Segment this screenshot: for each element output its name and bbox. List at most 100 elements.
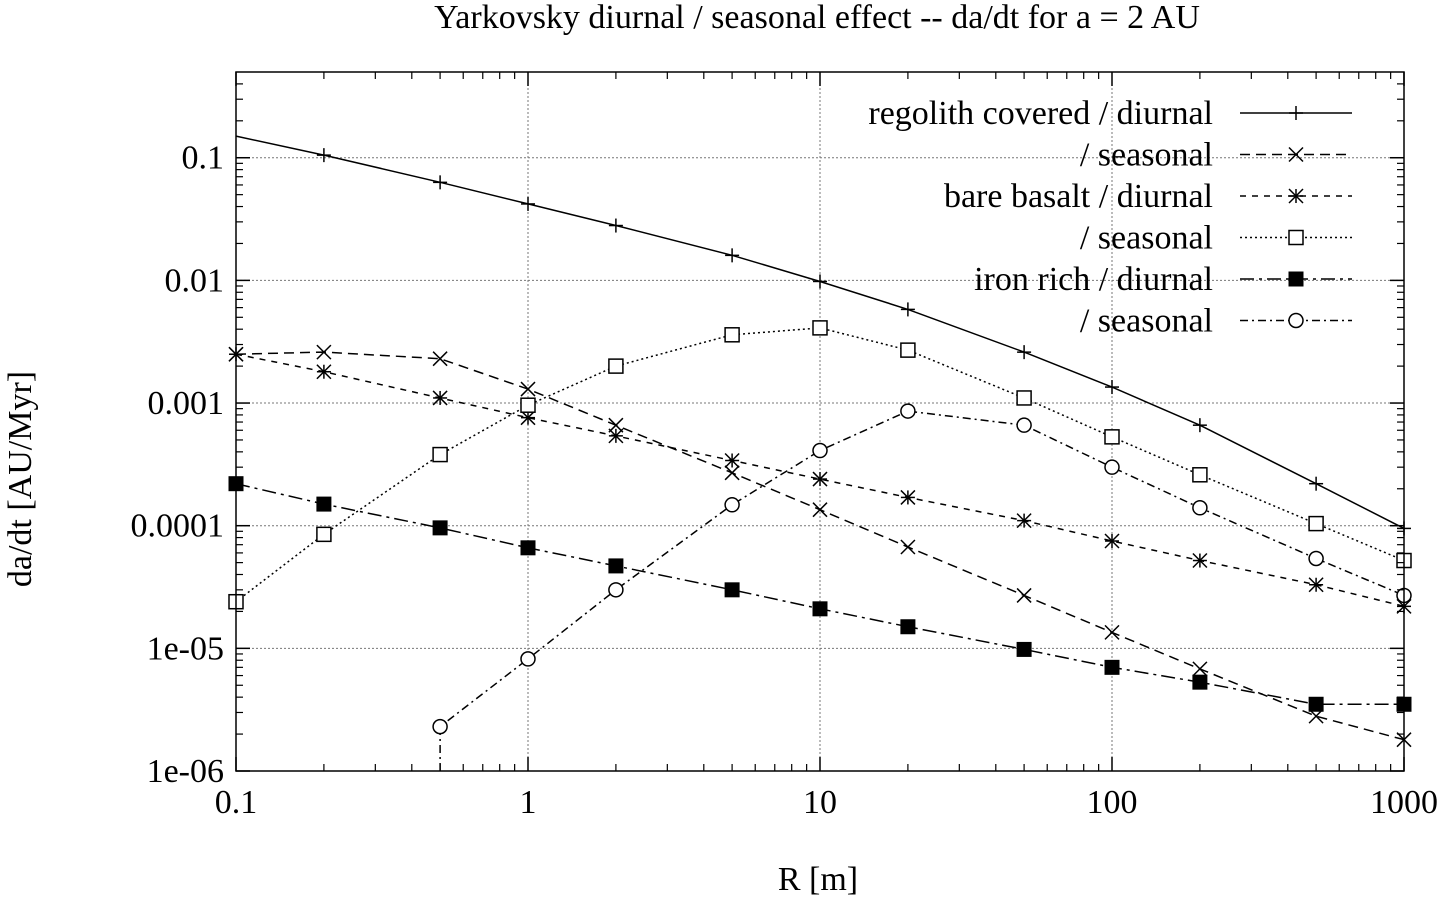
data-point bbox=[432, 446, 448, 463]
legend-item: / seasonal bbox=[1080, 303, 1352, 340]
y-tick-label: 0.1 bbox=[182, 140, 225, 177]
data-point bbox=[520, 651, 536, 667]
legend: regolith covered / diurnal / seasonal bare… bbox=[868, 95, 1352, 340]
data-point bbox=[432, 390, 448, 406]
data-point bbox=[520, 540, 536, 556]
legend-marker bbox=[1288, 146, 1304, 163]
legend-marker bbox=[1288, 188, 1304, 204]
data-point bbox=[1192, 674, 1208, 690]
data-point bbox=[1192, 418, 1207, 433]
data-point bbox=[316, 526, 332, 543]
data-point bbox=[1016, 587, 1032, 603]
data-point bbox=[608, 428, 624, 444]
series-5 bbox=[432, 403, 1412, 771]
legend-item: / seasonal bbox=[1080, 220, 1352, 257]
data-point bbox=[520, 381, 536, 397]
data-point bbox=[316, 148, 331, 163]
data-point bbox=[1308, 515, 1324, 532]
data-point bbox=[812, 471, 828, 487]
legend-marker bbox=[1288, 229, 1304, 246]
data-point bbox=[316, 364, 332, 380]
data-point bbox=[1308, 550, 1324, 567]
data-point bbox=[812, 601, 828, 617]
series-1 bbox=[228, 344, 1412, 748]
data-point bbox=[432, 351, 448, 367]
y-tick-label: 0.0001 bbox=[131, 508, 225, 545]
data-point bbox=[1016, 390, 1032, 406]
x-tick-label: 1 bbox=[520, 784, 537, 821]
data-point bbox=[1017, 345, 1032, 360]
data-point bbox=[608, 417, 624, 433]
data-point bbox=[812, 442, 828, 459]
data-point bbox=[1309, 476, 1324, 491]
data-point bbox=[608, 558, 624, 574]
data-point bbox=[724, 465, 740, 481]
data-point bbox=[724, 582, 740, 598]
data-point bbox=[1104, 429, 1120, 445]
x-tick-label: 1000 bbox=[1370, 784, 1438, 821]
data-point bbox=[1192, 661, 1208, 677]
data-point bbox=[1016, 513, 1032, 529]
data-point bbox=[724, 327, 740, 343]
data-point bbox=[725, 248, 740, 263]
data-point bbox=[900, 342, 916, 358]
legend-label: / seasonal bbox=[1080, 137, 1213, 174]
data-point bbox=[1104, 533, 1120, 549]
chart-title: Yarkovsky diurnal / seasonal effect -- d… bbox=[434, 0, 1200, 36]
data-point bbox=[520, 410, 536, 426]
y-tick-label: 0.01 bbox=[165, 262, 225, 299]
y-tick-label: 1e-05 bbox=[147, 630, 224, 667]
data-point bbox=[608, 218, 623, 233]
data-point bbox=[724, 452, 740, 469]
legend-marker bbox=[1289, 106, 1303, 120]
legend-item: bare basalt / diurnal bbox=[944, 178, 1352, 215]
data-point bbox=[812, 502, 828, 518]
legend-label: iron rich / diurnal bbox=[974, 261, 1213, 298]
legend-item: / seasonal bbox=[1080, 137, 1352, 174]
legend-label: regolith covered / diurnal bbox=[868, 95, 1213, 132]
x-tick-label: 0.1 bbox=[215, 784, 258, 821]
data-point bbox=[1308, 577, 1324, 593]
data-point bbox=[1105, 380, 1119, 395]
data-point bbox=[900, 489, 916, 505]
legend-item: iron rich / diurnal bbox=[974, 261, 1352, 298]
x-axis-label: R [m] bbox=[778, 861, 858, 897]
legend-marker bbox=[1288, 271, 1304, 287]
data-point bbox=[1016, 641, 1032, 657]
axis-ticks: 1e-06 1e-05 0.0001 0.001 0.01 0.1 0.1 1 10 100 100… bbox=[131, 72, 1438, 821]
data-point bbox=[1104, 459, 1120, 475]
series-layer bbox=[228, 135, 1412, 771]
legend-label: / seasonal bbox=[1080, 220, 1213, 257]
data-point bbox=[1192, 500, 1208, 516]
legend-item: regolith covered / diurnal bbox=[868, 95, 1352, 132]
x-tick-label: 100 bbox=[1087, 784, 1138, 821]
data-point bbox=[520, 397, 536, 413]
data-point bbox=[813, 274, 827, 289]
series-3 bbox=[228, 320, 1412, 610]
data-point bbox=[900, 302, 915, 317]
data-point bbox=[900, 403, 916, 419]
series-line bbox=[439, 410, 1405, 771]
data-point bbox=[1016, 417, 1032, 433]
data-point bbox=[1104, 624, 1120, 640]
data-point bbox=[900, 539, 916, 555]
data-point bbox=[1192, 467, 1208, 483]
legend-marker bbox=[1288, 312, 1304, 329]
data-point bbox=[1192, 552, 1208, 569]
x-tick-label: 10 bbox=[803, 784, 837, 821]
y-tick-label: 1e-06 bbox=[147, 753, 224, 790]
data-point bbox=[812, 320, 828, 336]
data-point bbox=[1308, 696, 1324, 712]
data-point bbox=[316, 496, 332, 512]
data-point bbox=[432, 718, 448, 735]
y-axis-label: da/dt [AU/Myr] bbox=[2, 371, 39, 587]
data-point bbox=[608, 582, 624, 598]
data-point bbox=[724, 497, 740, 513]
data-point bbox=[433, 175, 448, 190]
series-0 bbox=[235, 135, 1411, 536]
data-point bbox=[900, 619, 916, 635]
data-point bbox=[316, 344, 332, 360]
data-point bbox=[432, 520, 448, 536]
data-point bbox=[521, 196, 535, 211]
